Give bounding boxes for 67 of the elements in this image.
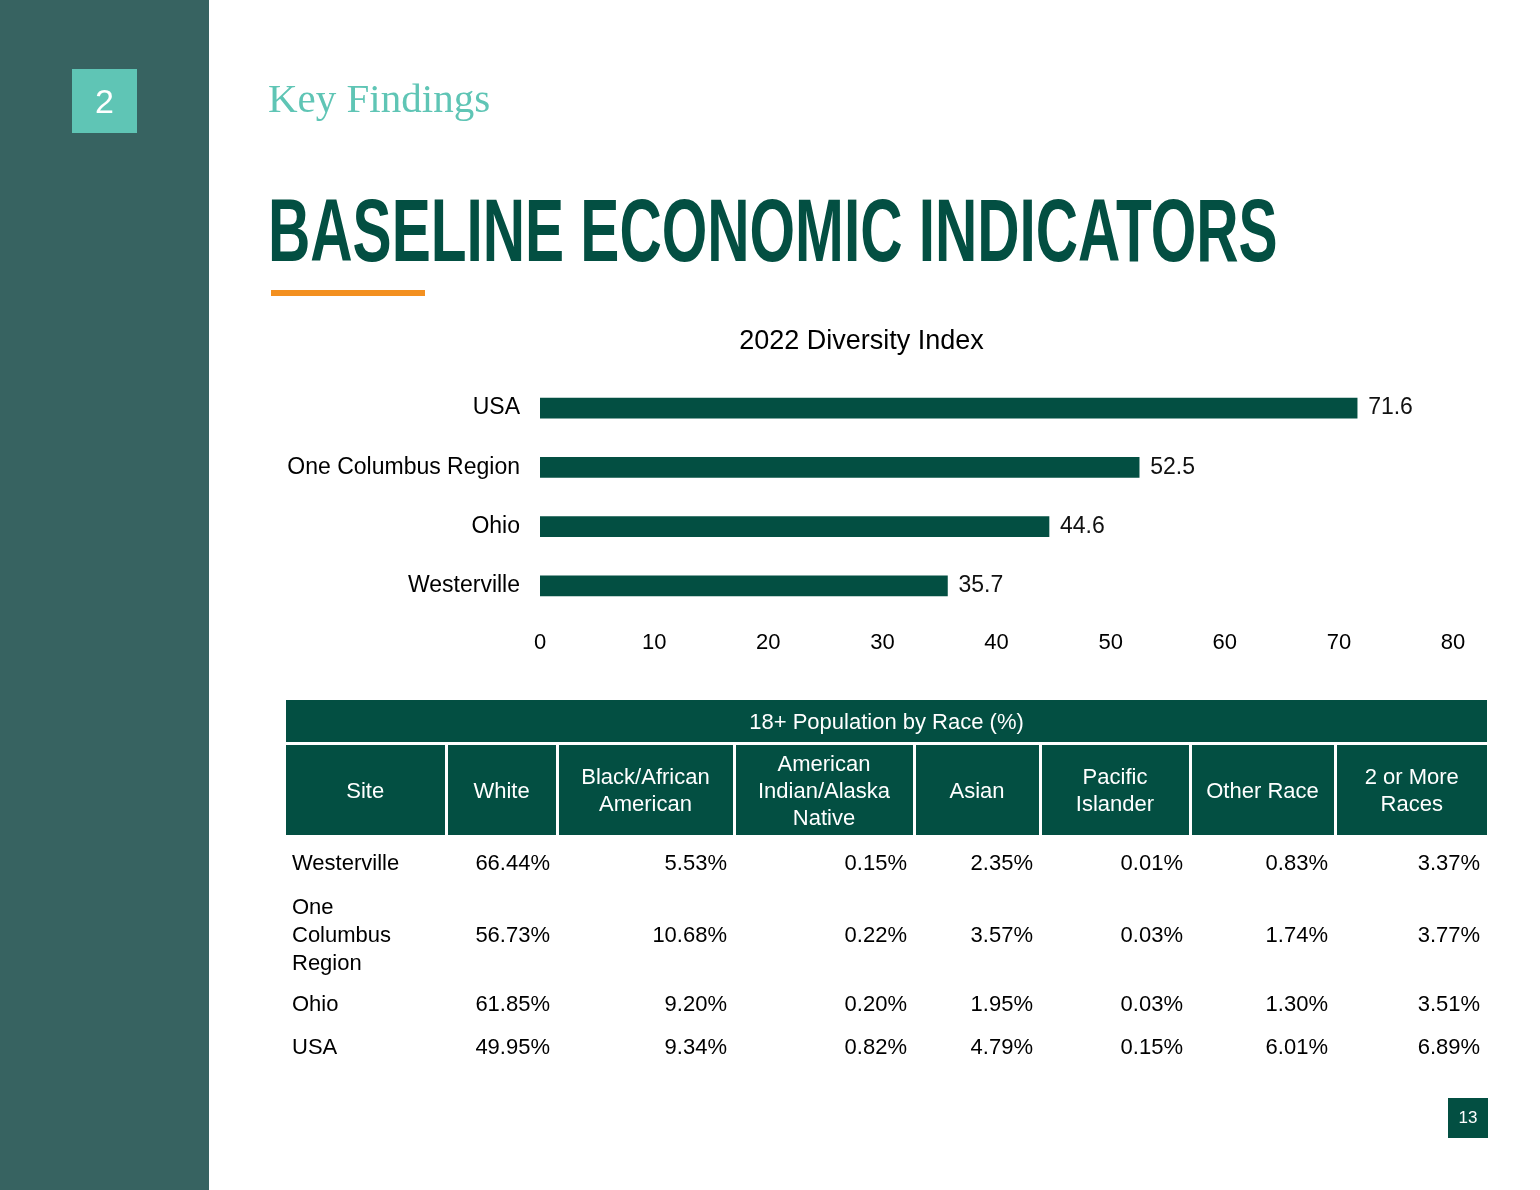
x-tick-label: 60 [1212, 628, 1237, 654]
data-label: 56.73% [474, 921, 551, 949]
data-label: 0.82% [843, 1032, 908, 1061]
x-tick-label: 2 or More Races [1335, 743, 1488, 837]
data-label: 0.03% [1119, 990, 1184, 1018]
x-tick-label: Asian [914, 743, 1040, 837]
x-tick-label: 0 [533, 628, 547, 654]
y-tick-label: One Columbus Region [287, 452, 520, 479]
data-label: 10.68% [651, 921, 728, 949]
x-tick-label: 40 [984, 628, 1009, 654]
data-label: 49.95% [474, 1032, 551, 1061]
data-label: 0.03% [1119, 921, 1184, 949]
data-label: 5.53% [663, 849, 728, 878]
x-tick-label: 80 [1440, 628, 1466, 654]
bar [540, 457, 1140, 478]
data-label: 3.77% [1416, 921, 1482, 949]
y-tick-label: One Columbus Region [291, 893, 393, 977]
data-label: 44.6 [1060, 511, 1105, 538]
y-tick-label: Ohio [471, 511, 520, 538]
bar [540, 397, 1358, 419]
y-tick-label: Westerville [291, 849, 401, 878]
data-label: 9.34% [663, 1032, 728, 1061]
text: Key Findings [268, 75, 491, 121]
data-label: 2.35% [969, 849, 1034, 878]
data-label: 3.37% [1416, 849, 1482, 878]
bar [540, 516, 1050, 537]
page-number-badge: 13 [1448, 1098, 1488, 1138]
y-tick-label: USA [291, 1032, 339, 1061]
data-label: 0.83% [1264, 849, 1329, 878]
x-tick-label: Pacific Islander [1040, 743, 1190, 837]
data-label: 1.30% [1264, 990, 1329, 1018]
data-label: 9.20% [663, 990, 728, 1018]
data-label: 52.5 [1150, 452, 1195, 479]
data-label: 0.15% [843, 849, 908, 878]
data-label: 0.22% [843, 921, 908, 949]
x-tick-label: White [446, 743, 557, 837]
x-tick-label: 30 [870, 628, 895, 654]
x-tick-label: American Indian/Alaska Native [734, 743, 914, 837]
chart-title: 18+ Population by Race (%) [286, 700, 1488, 744]
data-label: 6.89% [1416, 1032, 1482, 1061]
x-tick-label: Black/African American [557, 743, 734, 837]
x-tick-label: 50 [1098, 628, 1123, 654]
data-label: 6.01% [1264, 1032, 1329, 1061]
x-tick-label: Other Race [1190, 743, 1335, 837]
data-label: 1.74% [1264, 921, 1329, 949]
data-label: 71.6 [1368, 393, 1413, 420]
y-tick-label: USA [472, 393, 521, 420]
section-number-badge: 2 [72, 69, 137, 133]
y-tick-label: Westerville [407, 571, 520, 598]
chart-title: 2022 Diversity Index [739, 324, 985, 355]
y-tick-label: Ohio [291, 990, 340, 1018]
data-label: 61.85% [474, 990, 551, 1018]
data-label: 1.95% [969, 990, 1034, 1018]
data-label: 0.20% [843, 990, 908, 1018]
bar [540, 575, 948, 597]
data-label: 0.15% [1119, 1032, 1184, 1061]
data-label: 3.51% [1416, 990, 1482, 1018]
data-label: 0.01% [1119, 849, 1184, 878]
x-tick-label: 20 [756, 628, 781, 654]
data-label: 4.79% [969, 1032, 1034, 1061]
x-tick-label: 10 [641, 628, 667, 654]
y-axis-title: Site [286, 743, 446, 837]
data-label: 66.44% [474, 849, 551, 878]
x-tick-label: 70 [1326, 628, 1352, 654]
text: BASELINE ECONOMIC INDICATORS [268, 180, 1278, 280]
data-label: 3.57% [969, 921, 1034, 949]
data-label: 35.7 [958, 571, 1004, 598]
